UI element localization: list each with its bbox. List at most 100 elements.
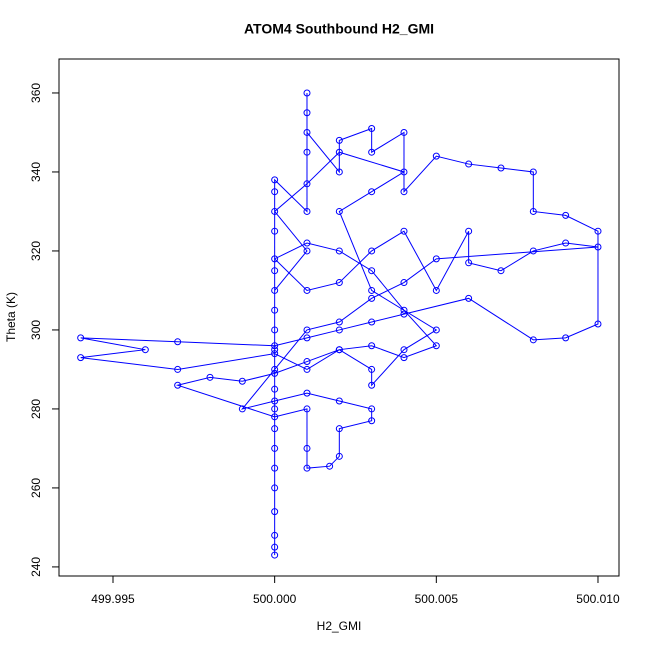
data-point [465,294,473,302]
data-point [529,247,537,255]
data-point [303,286,311,294]
data-point [303,109,311,117]
data-point [335,318,343,326]
plot-frame [58,58,620,577]
data-point [400,227,408,235]
data-point [432,342,440,350]
data-point [368,286,376,294]
data-point [368,188,376,196]
data-point [303,358,311,366]
y-tick-label: 280 [29,399,43,419]
data-point [174,338,182,346]
x-tick-label: 500.000 [253,592,297,606]
data-point [238,405,246,413]
data-point [271,365,279,373]
data-point [400,346,408,354]
data-point [271,397,279,405]
data-point [271,425,279,433]
data-point [303,180,311,188]
data-point [335,346,343,354]
data-point [271,405,279,413]
data-point [303,464,311,472]
data-point [368,381,376,389]
data-point [303,148,311,156]
data-point [271,350,279,358]
data-point [465,160,473,168]
data-point [271,306,279,314]
data-point [432,326,440,334]
y-tick-label: 320 [29,241,43,261]
data-point [271,188,279,196]
data-point [303,405,311,413]
data-point [335,326,343,334]
data-point [271,508,279,516]
data-point [303,389,311,397]
y-tick-label: 360 [29,83,43,103]
y-tick-label: 340 [29,162,43,182]
data-point [432,255,440,263]
data-point [497,267,505,275]
data-point [368,294,376,302]
y-tick-label: 260 [29,478,43,498]
data-point [77,354,85,362]
data-point [303,365,311,373]
data-point [465,227,473,235]
data-point [432,152,440,160]
data-point [141,346,149,354]
data-point [400,354,408,362]
x-tick-label: 500.010 [576,592,620,606]
data-point [335,247,343,255]
data-point [400,310,408,318]
data-point [271,176,279,184]
series-line [80,92,599,556]
data-point [271,207,279,215]
data-point [335,207,343,215]
y-axis-label: Theta (K) [4,292,18,342]
data-point [400,128,408,136]
data-point [529,207,537,215]
data-point [174,381,182,389]
data-point [271,342,279,350]
data-point [335,148,343,156]
data-point [529,336,537,344]
data-point [271,326,279,334]
data-point [465,259,473,267]
data-point [271,255,279,263]
x-tick-label: 500.005 [415,592,459,606]
data-point [326,462,334,470]
data-point [562,334,570,342]
data-point [271,551,279,559]
data-point [77,334,85,342]
data-point [335,425,343,433]
data-point [303,207,311,215]
data-point [400,306,408,314]
y-tick-label: 300 [29,320,43,340]
data-point [271,227,279,235]
data-point [368,247,376,255]
y-tick-label: 240 [29,557,43,577]
data-point [206,373,214,381]
data-point [271,543,279,551]
data-point [335,168,343,176]
data-point [271,267,279,275]
data-point [562,211,570,219]
data-point [271,484,279,492]
data-point [368,342,376,350]
data-point [174,365,182,373]
data-point [303,326,311,334]
data-point [368,125,376,133]
data-point [303,89,311,97]
data-point [271,369,279,377]
data-point [303,239,311,247]
data-point [271,385,279,393]
data-point [368,405,376,413]
data-point [238,377,246,385]
data-point [562,239,570,247]
data-point [432,286,440,294]
data-point [271,286,279,294]
data-point [335,279,343,287]
data-point [529,168,537,176]
data-point [594,227,602,235]
data-point [303,247,311,255]
